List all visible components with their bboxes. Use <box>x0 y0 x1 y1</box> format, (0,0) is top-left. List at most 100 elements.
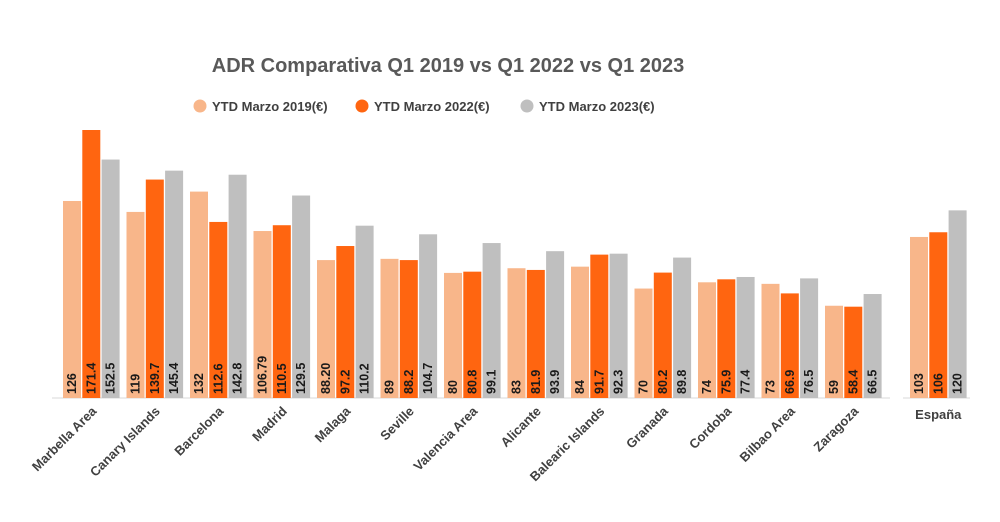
bar-value-label: 83 <box>510 380 524 394</box>
category-label-espana: España <box>915 407 962 422</box>
bar-value-label: 80.2 <box>656 370 670 394</box>
bar-espana-2 <box>929 232 948 398</box>
category-label-barcelona: Barcelona <box>171 403 227 459</box>
bar-bilbao-area-3 <box>800 278 819 398</box>
legend-label-3: YTD Marzo 2023(€) <box>539 99 655 114</box>
bar-zaragoza-1 <box>825 305 843 398</box>
bar-seville-2 <box>399 260 418 398</box>
bar-marbella-area-1 <box>63 200 81 398</box>
bar-group-granada: 70 80.2 89.8 Granada <box>623 257 692 451</box>
bar-group-madrid: 106.79 110.5 129.5 Madrid <box>249 195 311 444</box>
bar-malaga-2 <box>336 246 355 398</box>
bar-balearic-islands-3 <box>609 253 628 398</box>
bar-balearic-islands-1 <box>571 266 589 398</box>
legend-marker-3 <box>520 99 534 113</box>
bar-value-label: 119 <box>129 374 143 394</box>
bar-value-label: 80 <box>446 380 460 394</box>
bar-value-label: 139.7 <box>148 363 162 394</box>
bar-barcelona-3 <box>228 174 247 398</box>
bar-value-label: 89.8 <box>675 370 689 394</box>
bar-bilbao-area-1 <box>761 283 780 398</box>
bar-group-seville: 89 88.2 104.7 Seville <box>377 234 438 443</box>
bar-group-barcelona: 132 112.6 142.8 Barcelona <box>171 174 247 459</box>
category-label-valencia-area: Valencia Area <box>410 403 481 474</box>
bar-value-label: 66.5 <box>866 370 880 394</box>
bar-value-label: 92.3 <box>612 370 626 394</box>
bar-value-label: 106.79 <box>256 356 270 394</box>
bar-value-label: 93.9 <box>548 370 562 394</box>
bar-malaga-3 <box>355 225 374 398</box>
bar-alicante-3 <box>546 251 565 398</box>
bar-alicante-2 <box>526 269 545 398</box>
bar-zaragoza-2 <box>844 306 863 398</box>
bar-espana-3 <box>948 210 967 398</box>
bar-granada-2 <box>653 272 672 398</box>
bar-cordoba-1 <box>698 282 716 398</box>
legend-marker-1 <box>193 99 207 113</box>
category-label-marbella-area: Marbella Area <box>29 403 100 474</box>
bar-value-label: 77.4 <box>739 370 753 394</box>
bar-value-label: 142.8 <box>231 363 245 394</box>
bar-canary-islands-3 <box>165 170 184 398</box>
category-label-cordoba: Cordoba <box>686 403 735 452</box>
bar-value-label: 73 <box>764 380 778 394</box>
bar-value-label: 97.2 <box>338 370 352 394</box>
bar-value-label: 110.2 <box>358 363 372 394</box>
bar-value-label: 145.4 <box>167 363 181 394</box>
bar-valencia-area-2 <box>463 271 482 398</box>
espana-bars: 103 106 120 España <box>910 210 967 422</box>
bar-value-label: 70 <box>637 380 651 394</box>
bar-group-espana: 103 106 120 España <box>910 210 967 422</box>
bar-value-label: 129.5 <box>294 363 308 394</box>
bar-value-label: 88.20 <box>319 363 333 394</box>
category-label-zaragoza: Zaragoza <box>810 403 862 455</box>
bar-espana-1 <box>910 236 928 398</box>
bar-barcelona-2 <box>209 221 228 398</box>
bar-seville-1 <box>380 258 399 398</box>
bar-value-label: 152.5 <box>104 363 118 394</box>
bar-madrid-3 <box>292 195 311 398</box>
bar-seville-3 <box>419 234 438 398</box>
bar-value-label: 84 <box>573 380 587 394</box>
bar-madrid-2 <box>272 225 291 398</box>
bar-madrid-1 <box>253 231 272 398</box>
bar-value-label: 99.1 <box>485 370 499 394</box>
bar-value-label: 126 <box>65 373 79 394</box>
bar-group-cordoba: 74 75.9 77.4 Cordoba <box>686 276 755 452</box>
bar-cordoba-3 <box>736 276 755 398</box>
legend-marker-2 <box>355 99 369 113</box>
bar-value-label: 91.7 <box>592 370 606 394</box>
bar-value-label: 76.5 <box>802 370 816 394</box>
bar-alicante-1 <box>507 268 526 398</box>
bar-value-label: 110.5 <box>275 363 289 394</box>
bar-value-label: 58.4 <box>846 370 860 394</box>
bar-value-label: 106 <box>931 373 945 394</box>
bar-value-label: 66.9 <box>783 370 797 394</box>
bar-group-alicante: 83 81.9 93.9 Alicante <box>498 251 565 450</box>
bar-granada-3 <box>673 257 692 398</box>
bar-canary-islands-2 <box>145 179 164 398</box>
category-label-alicante: Alicante <box>498 404 544 450</box>
legend-label-1: YTD Marzo 2019(€) <box>212 99 328 114</box>
legend: YTD Marzo 2019(€) YTD Marzo 2022(€) YTD Ma… <box>193 99 655 114</box>
legend-label-2: YTD Marzo 2022(€) <box>374 99 490 114</box>
bar-value-label: 80.8 <box>465 370 479 394</box>
bar-marbella-area-3 <box>101 159 120 398</box>
bar-group-marbella-area: 126 171.4 152.5 Marbella Area <box>29 130 120 474</box>
bar-marbella-area-2 <box>82 130 101 398</box>
bar-group-malaga: 88.20 97.2 110.2 Malaga <box>312 225 374 445</box>
category-label-bilbao-area: Bilbao Area <box>737 403 799 465</box>
bar-value-label: 59 <box>827 380 841 394</box>
bar-value-label: 81.9 <box>529 370 543 394</box>
chart-title: ADR Comparativa Q1 2019 vs Q1 2022 vs Q1… <box>212 55 685 77</box>
bar-value-label: 132 <box>192 373 206 394</box>
category-label-granada: Granada <box>623 403 671 451</box>
bar-value-label: 104.7 <box>421 363 435 394</box>
category-label-madrid: Madrid <box>249 403 290 444</box>
bar-zaragoza-3 <box>863 294 882 398</box>
bar-balearic-islands-2 <box>590 254 609 398</box>
bar-barcelona-1 <box>190 191 208 398</box>
category-label-malaga: Malaga <box>312 403 354 445</box>
